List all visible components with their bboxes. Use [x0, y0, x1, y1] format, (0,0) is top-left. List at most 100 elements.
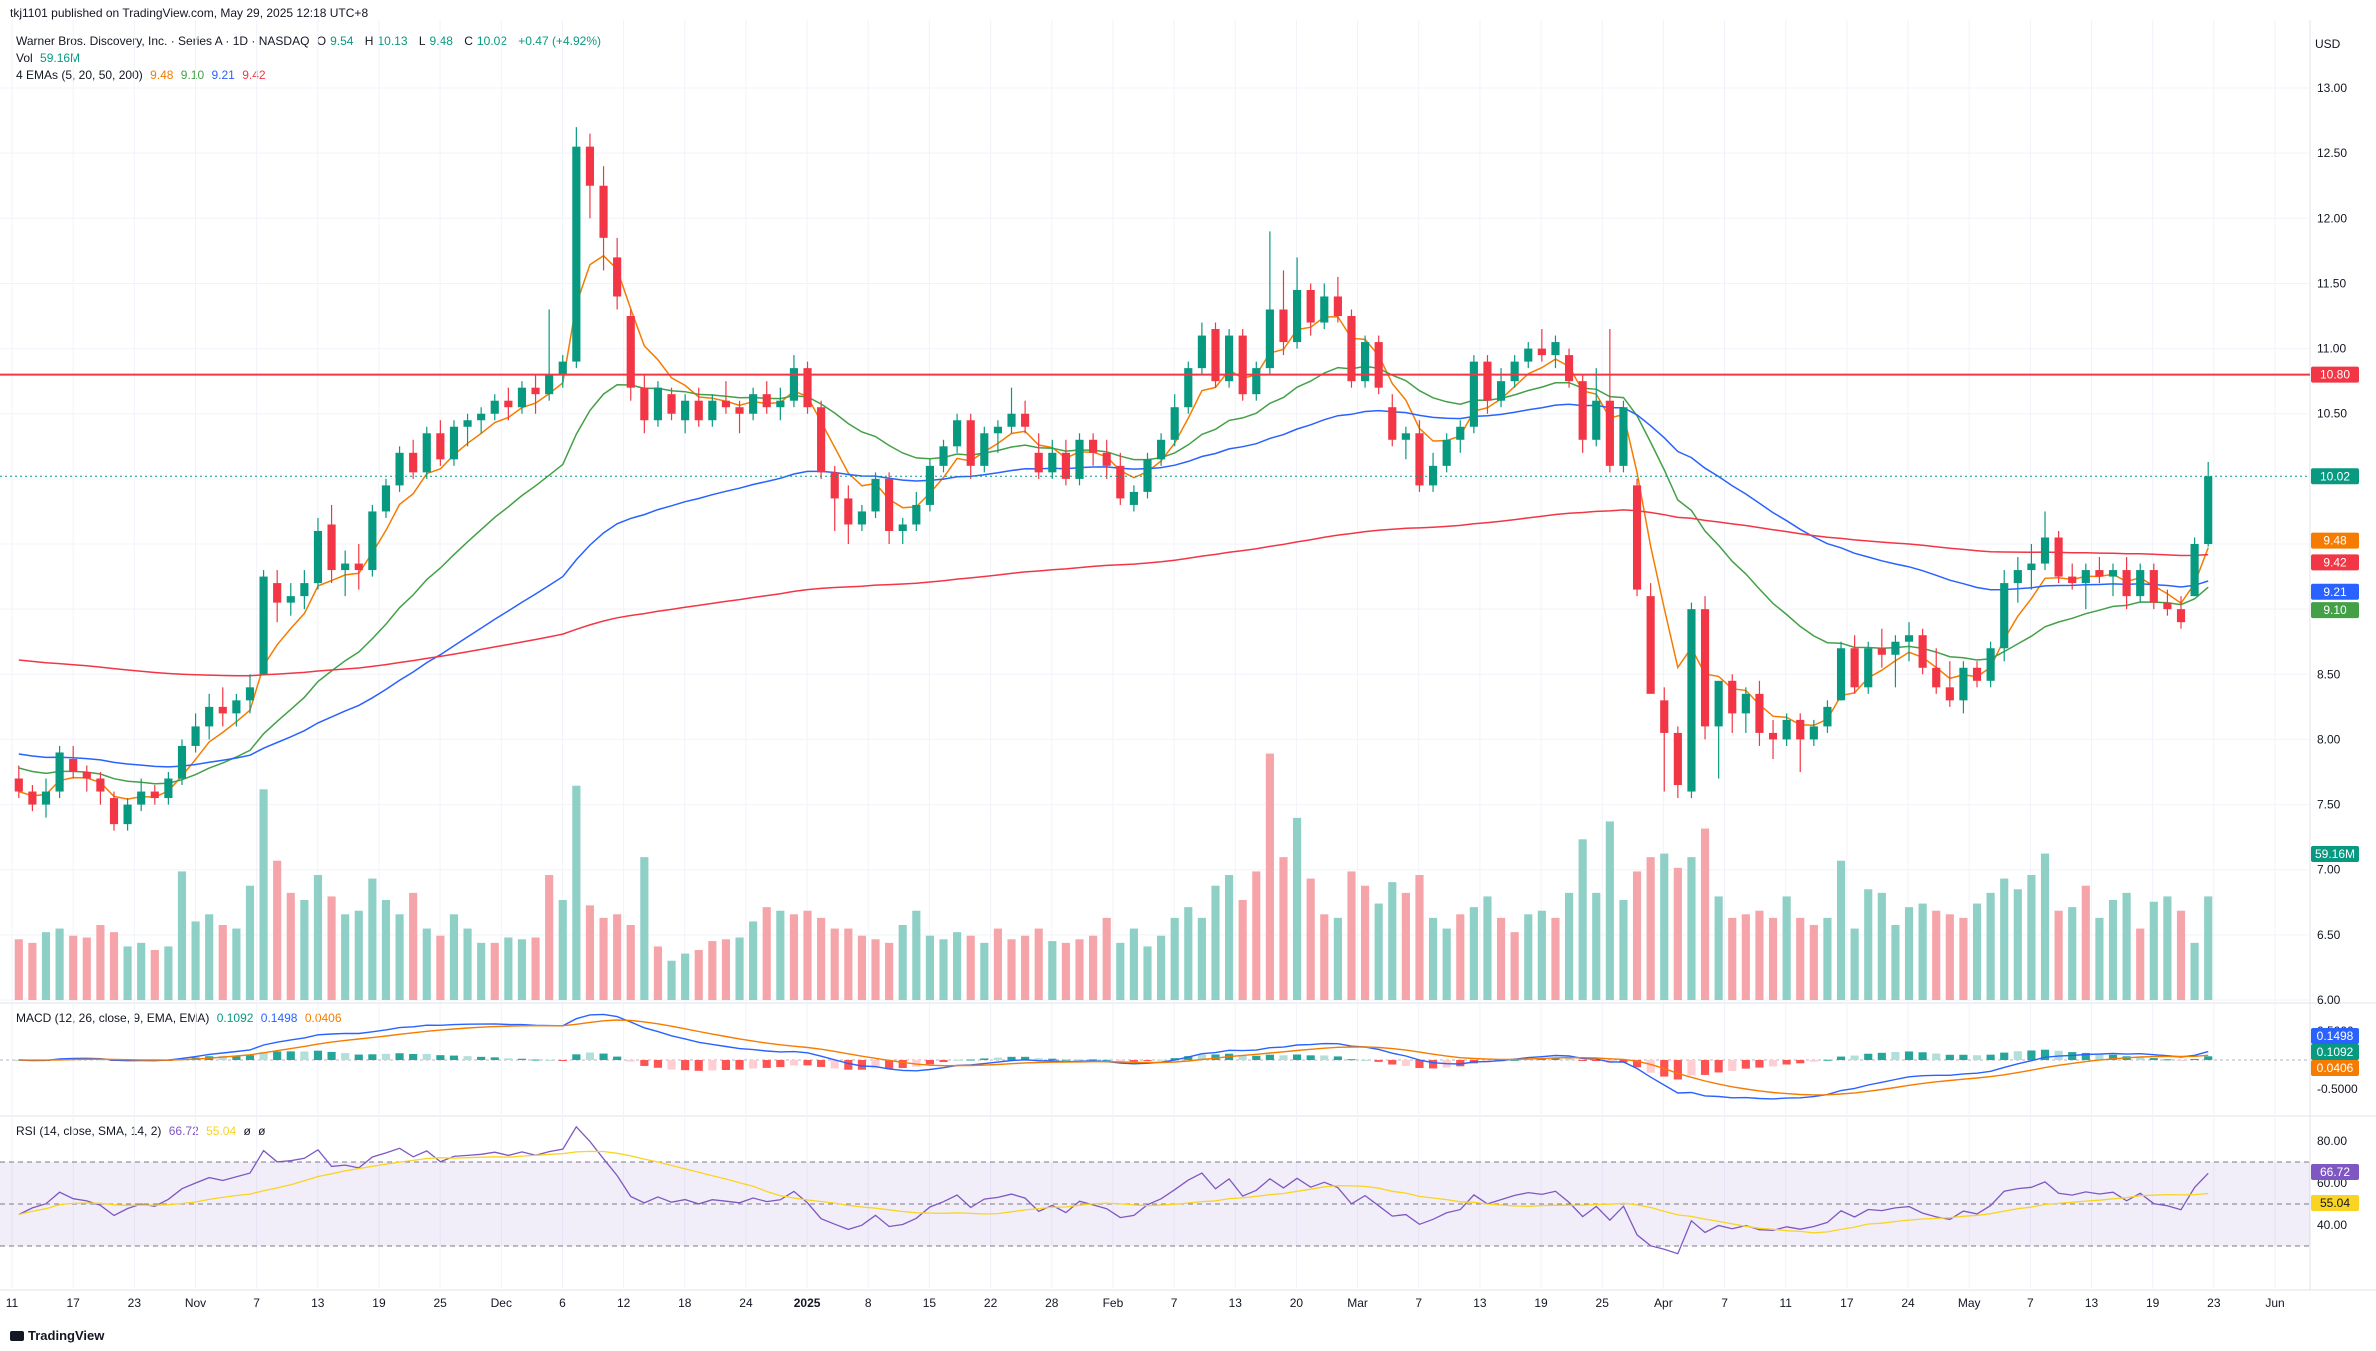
- time-tick-label: 19: [1534, 1296, 1548, 1310]
- candle-body: [191, 726, 200, 746]
- candle-body: [164, 778, 173, 799]
- volume-bar: [327, 896, 336, 1000]
- volume-bar: [585, 905, 595, 1000]
- candle-body: [109, 798, 119, 825]
- candle: [2122, 557, 2131, 610]
- volume-bar: [218, 925, 227, 1000]
- rsi-value: 66.72: [168, 1124, 199, 1138]
- candle-body: [1809, 726, 1818, 740]
- volume-bar: [82, 937, 91, 1000]
- volume-bar: [626, 925, 635, 1000]
- candle-body: [177, 745, 187, 779]
- candle: [885, 472, 894, 545]
- macd-legend[interactable]: MACD (12, 26, close, 9, EMA, EMA) 0.1092…: [16, 1011, 346, 1025]
- candle-body: [1048, 452, 1057, 473]
- candle: [2013, 557, 2022, 603]
- macd-hist-bar: [1293, 1054, 1302, 1060]
- time-tick-label: 25: [1596, 1296, 1610, 1310]
- symbol-title: Warner Bros. Discovery, Inc. · Series A …: [16, 34, 310, 48]
- macd-hist-bar: [422, 1053, 431, 1060]
- time-tick-label: 24: [739, 1296, 753, 1310]
- candle-body: [912, 504, 921, 525]
- candle-body: [286, 596, 295, 603]
- macd-hist-bar: [980, 1058, 989, 1060]
- candle-body: [1469, 361, 1478, 427]
- candle: [381, 478, 391, 518]
- candle-body: [572, 146, 581, 362]
- symbol-legend[interactable]: Warner Bros. Discovery, Inc. · Series A …: [16, 34, 605, 48]
- volume-bar: [1279, 857, 1288, 1000]
- candle: [2054, 530, 2063, 584]
- candle-body: [1891, 641, 1900, 655]
- macd-hist-bar: [1347, 1059, 1356, 1061]
- volume-bar: [1238, 900, 1247, 1000]
- volume-bar: [2068, 907, 2077, 1000]
- volume-bar: [613, 914, 622, 1000]
- volume-bar: [1306, 878, 1315, 1000]
- macd-hist-bar: [1184, 1056, 1193, 1060]
- candle: [1687, 602, 1696, 799]
- volume-legend[interactable]: Vol 59.16M: [16, 51, 84, 65]
- volume-bar: [28, 942, 37, 1000]
- horizontal-line-10-80[interactable]: [0, 373, 2310, 477]
- candle-body: [2122, 570, 2131, 597]
- price-tick-label: 10.50: [2317, 407, 2347, 421]
- candle: [667, 387, 676, 421]
- candle-body: [1592, 400, 1601, 440]
- candle: [164, 772, 173, 805]
- volume-bar: [1524, 914, 1533, 1000]
- macd-hist-bar: [245, 1055, 255, 1060]
- candle-body: [1279, 309, 1288, 343]
- candle-body: [2000, 583, 2009, 649]
- candle: [218, 687, 227, 727]
- volume-bar: [1333, 917, 1342, 1000]
- candle: [177, 739, 187, 786]
- time-tick-label: 28: [1045, 1296, 1059, 1310]
- candle-body: [1388, 407, 1397, 440]
- candle-body: [69, 758, 78, 773]
- candle: [1891, 635, 1900, 688]
- macd-hist-bar: [2149, 1058, 2158, 1060]
- volume-bar: [2013, 889, 2022, 1000]
- candle-body: [1796, 719, 1805, 740]
- macd-hist-bar: [1034, 1058, 1043, 1060]
- volume-bar: [844, 928, 853, 1000]
- macd-line-price-label-box: [2311, 1044, 2359, 1060]
- macd-hist-bar: [2000, 1052, 2009, 1060]
- macd-hist-bar: [517, 1058, 527, 1060]
- volume-bar: [150, 950, 159, 1000]
- volume-bar: [245, 885, 255, 1000]
- time-tick-label: 25: [433, 1296, 447, 1310]
- macd-hist-bar: [1619, 1060, 1628, 1063]
- volume-bar: [1401, 892, 1410, 1000]
- currency-label[interactable]: USD: [2315, 37, 2341, 51]
- macd-hist-bar: [803, 1060, 812, 1066]
- change-value: +0.47 (+4.92%): [518, 34, 602, 48]
- macd-hist-bar: [1891, 1051, 1900, 1060]
- candle: [1904, 622, 1914, 662]
- rsi-pane: [0, 1125, 2310, 1255]
- macd-hist-bar: [381, 1053, 391, 1060]
- time-tick-label: 17: [1840, 1296, 1854, 1310]
- tradingview-logo[interactable]: TradingView: [10, 1328, 104, 1343]
- macd-hist-bar: [871, 1060, 880, 1069]
- candle: [681, 394, 690, 434]
- candle-body: [1347, 316, 1356, 382]
- candle-body: [96, 778, 105, 792]
- ema-legend[interactable]: 4 EMAs (5, 20, 50, 200) 9.48 9.10 9.21 9…: [16, 68, 270, 82]
- ema5-line: [18, 254, 2209, 800]
- candle: [1034, 433, 1043, 479]
- rsi-legend[interactable]: RSI (14, close, SMA, 14, 2) 66.72 55.04 …: [16, 1124, 270, 1138]
- macd-hist-bar: [300, 1051, 309, 1060]
- candle: [409, 439, 418, 479]
- candle: [762, 381, 771, 414]
- macd-hist-bar: [1021, 1056, 1030, 1060]
- candle: [830, 465, 839, 531]
- volume-bar: [1796, 917, 1805, 1000]
- candle-body: [1755, 693, 1764, 733]
- volume-bar: [2081, 885, 2090, 1000]
- candle: [789, 355, 799, 408]
- candle: [1564, 348, 1574, 388]
- candle: [1877, 628, 1886, 668]
